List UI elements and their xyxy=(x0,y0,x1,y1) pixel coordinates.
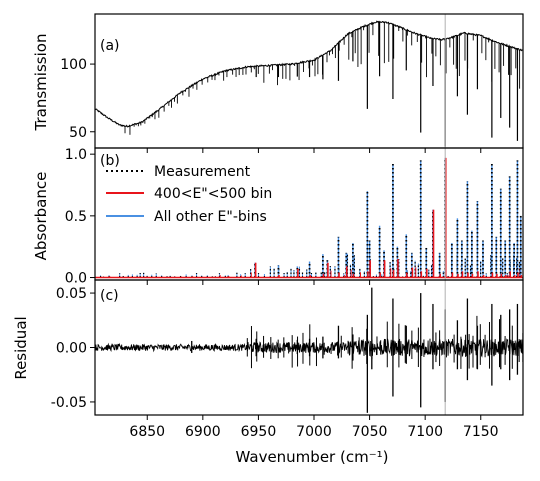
y-tick-label: 0.00 xyxy=(56,341,87,357)
residual-trace xyxy=(94,338,524,358)
y-tick-label: 0.0 xyxy=(65,271,87,287)
y-tick-label: 50 xyxy=(69,125,87,141)
x-tick-label: 6900 xyxy=(185,424,221,440)
x-tick-label: 6850 xyxy=(129,424,165,440)
x-tick-label: 7150 xyxy=(463,424,499,440)
x-tick-label: 7100 xyxy=(407,424,443,440)
x-tick-label: 7000 xyxy=(296,424,332,440)
panel-c-label: (c) xyxy=(100,288,119,304)
x-axis-label: Wavenumber (cm⁻¹) xyxy=(236,448,389,466)
axis-ticks: 50 100 0.0 0.5 1.0 -0.05 0.00 0.05 6850 6900 6950 7… xyxy=(51,13,524,440)
panel-b-absorbance: (b) Absorbance Measurement 400<E"<500 bi… xyxy=(32,153,272,260)
x-tick-label: 6950 xyxy=(241,424,277,440)
x-tick-label: 7050 xyxy=(352,424,388,440)
y-tick-label: 0.5 xyxy=(65,209,87,225)
y-axis-label-transmission: Transmission xyxy=(32,34,50,132)
panel-b-label: (b) xyxy=(100,153,120,169)
panel-frame xyxy=(94,13,524,149)
y-axis-label-residual: Residual xyxy=(12,316,30,379)
transmission-absorption-lines xyxy=(124,22,521,147)
residual-spikes xyxy=(191,287,524,413)
panel-a-label: (a) xyxy=(100,38,120,54)
legend-label-bin: 400<E"<500 bin xyxy=(154,186,272,202)
panel-c-residual: (c) Residual Wavenumber (cm⁻¹) xyxy=(12,288,388,466)
y-tick-label: 1.0 xyxy=(65,147,87,163)
legend: Measurement 400<E"<500 bin All other E"-… xyxy=(106,164,272,225)
y-tick-label: 100 xyxy=(60,57,87,73)
y-axis-label-absorbance: Absorbance xyxy=(32,172,50,261)
legend-label-other-bins: All other E"-bins xyxy=(154,209,267,225)
y-tick-label: 0.05 xyxy=(56,286,87,302)
y-tick-label: -0.05 xyxy=(51,395,87,411)
legend-label-measurement: Measurement xyxy=(154,164,251,180)
panel-a-transmission: (a) Transmission xyxy=(32,34,120,132)
